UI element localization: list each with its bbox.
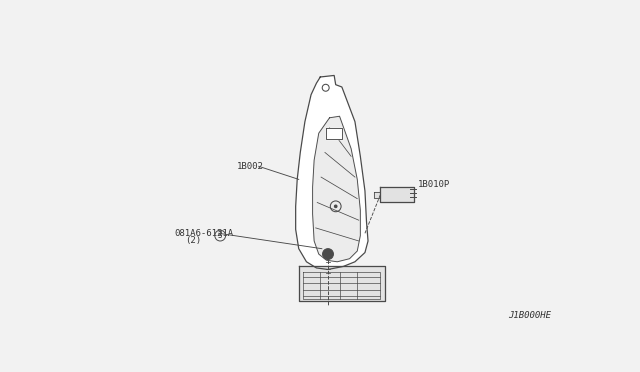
- Text: 1B010P: 1B010P: [418, 180, 451, 189]
- Text: 081A6-6121A: 081A6-6121A: [174, 229, 233, 238]
- Polygon shape: [296, 76, 368, 269]
- Polygon shape: [326, 128, 342, 139]
- Circle shape: [335, 205, 337, 208]
- Text: J1B000HE: J1B000HE: [508, 311, 551, 320]
- Polygon shape: [312, 116, 360, 262]
- Text: (2): (2): [185, 237, 201, 246]
- Text: 1B002: 1B002: [237, 162, 264, 171]
- Text: 3: 3: [218, 231, 223, 240]
- Polygon shape: [380, 187, 414, 202]
- Polygon shape: [299, 266, 385, 301]
- Polygon shape: [374, 192, 380, 198]
- Circle shape: [323, 249, 333, 260]
